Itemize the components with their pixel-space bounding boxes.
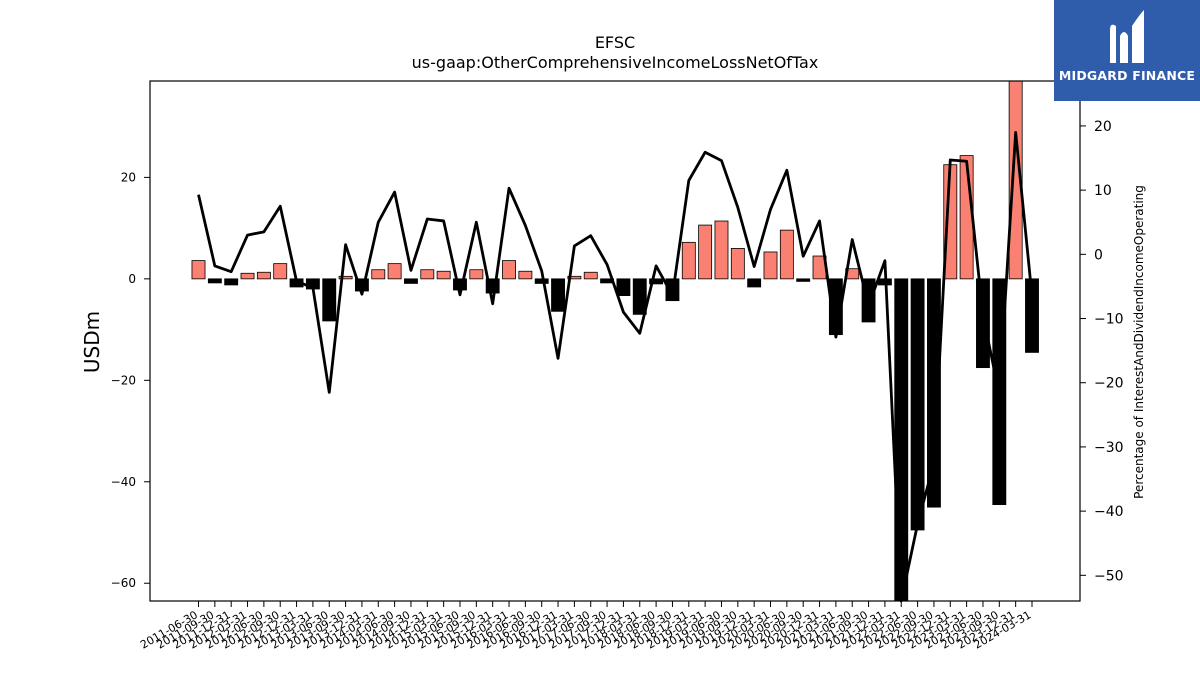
bar bbox=[730, 248, 745, 280]
bar bbox=[338, 275, 353, 280]
tick-label: −20 bbox=[111, 373, 136, 387]
bar bbox=[534, 278, 549, 284]
bar bbox=[420, 269, 435, 280]
bar bbox=[256, 271, 271, 280]
bar bbox=[224, 278, 239, 286]
bar bbox=[927, 278, 941, 508]
tick-label: −30 bbox=[1094, 440, 1124, 456]
bar-series bbox=[191, 80, 1039, 602]
bar bbox=[910, 278, 925, 531]
bar bbox=[404, 278, 418, 284]
bar bbox=[240, 272, 255, 280]
y-axis-label-left: USDm bbox=[80, 311, 104, 373]
bar bbox=[632, 278, 647, 315]
right-axis-ticks: 20 10 0 −10 −20 −30 −40 −50 bbox=[1080, 119, 1124, 584]
x-axis-ticks: 2011-06-302011-09-302011-12-312012-03-31… bbox=[138, 601, 1034, 652]
bar bbox=[894, 278, 909, 602]
tick-label: 20 bbox=[1094, 119, 1112, 135]
bar bbox=[616, 278, 631, 296]
bar bbox=[207, 278, 222, 284]
bar bbox=[273, 263, 288, 280]
logo-text: MIDGARD FINANCE bbox=[1058, 68, 1196, 83]
y-axis-label-right: Percentage of InterestAndDividendIncomeO… bbox=[1132, 185, 1146, 499]
bar bbox=[649, 278, 664, 285]
tick-label: 10 bbox=[1094, 183, 1112, 199]
chart-subtitle: us-gaap:OtherComprehensiveIncomeLossNetO… bbox=[412, 53, 819, 72]
bar bbox=[681, 241, 696, 280]
bar bbox=[1025, 278, 1039, 353]
tick-label: −10 bbox=[1094, 312, 1124, 328]
bar bbox=[469, 269, 484, 280]
series-line bbox=[197, 130, 1034, 603]
bar bbox=[191, 260, 206, 280]
tick-label: −50 bbox=[1094, 568, 1124, 584]
tick-label: −40 bbox=[111, 475, 136, 489]
tick-label: −40 bbox=[1094, 504, 1124, 520]
bar bbox=[747, 278, 762, 288]
bar bbox=[551, 278, 565, 312]
left-axis-ticks: 20 0 −20 −40 −60 bbox=[111, 170, 150, 590]
chart-title: EFSC bbox=[595, 33, 635, 52]
tick-label: 0 bbox=[1094, 247, 1103, 263]
line-series bbox=[197, 130, 1034, 603]
bar bbox=[567, 275, 582, 280]
bar bbox=[796, 278, 811, 282]
bar bbox=[387, 263, 402, 280]
bar bbox=[698, 224, 713, 280]
bar bbox=[371, 269, 386, 280]
tick-label: 0 bbox=[128, 272, 136, 286]
tick-label: 20 bbox=[121, 170, 136, 184]
logo-mark-icon bbox=[1110, 10, 1144, 64]
bar bbox=[779, 229, 794, 280]
bar bbox=[763, 251, 778, 280]
plot-frame bbox=[149, 80, 1081, 602]
bar bbox=[322, 278, 337, 322]
bar bbox=[436, 270, 451, 280]
brand-logo: MIDGARD FINANCE bbox=[1054, 0, 1200, 101]
bar bbox=[502, 260, 516, 280]
tick-label: −60 bbox=[111, 576, 136, 590]
bar bbox=[518, 270, 533, 280]
tick-label: −20 bbox=[1094, 376, 1124, 392]
bar bbox=[714, 220, 729, 280]
bar bbox=[976, 278, 990, 369]
bar bbox=[583, 271, 598, 280]
